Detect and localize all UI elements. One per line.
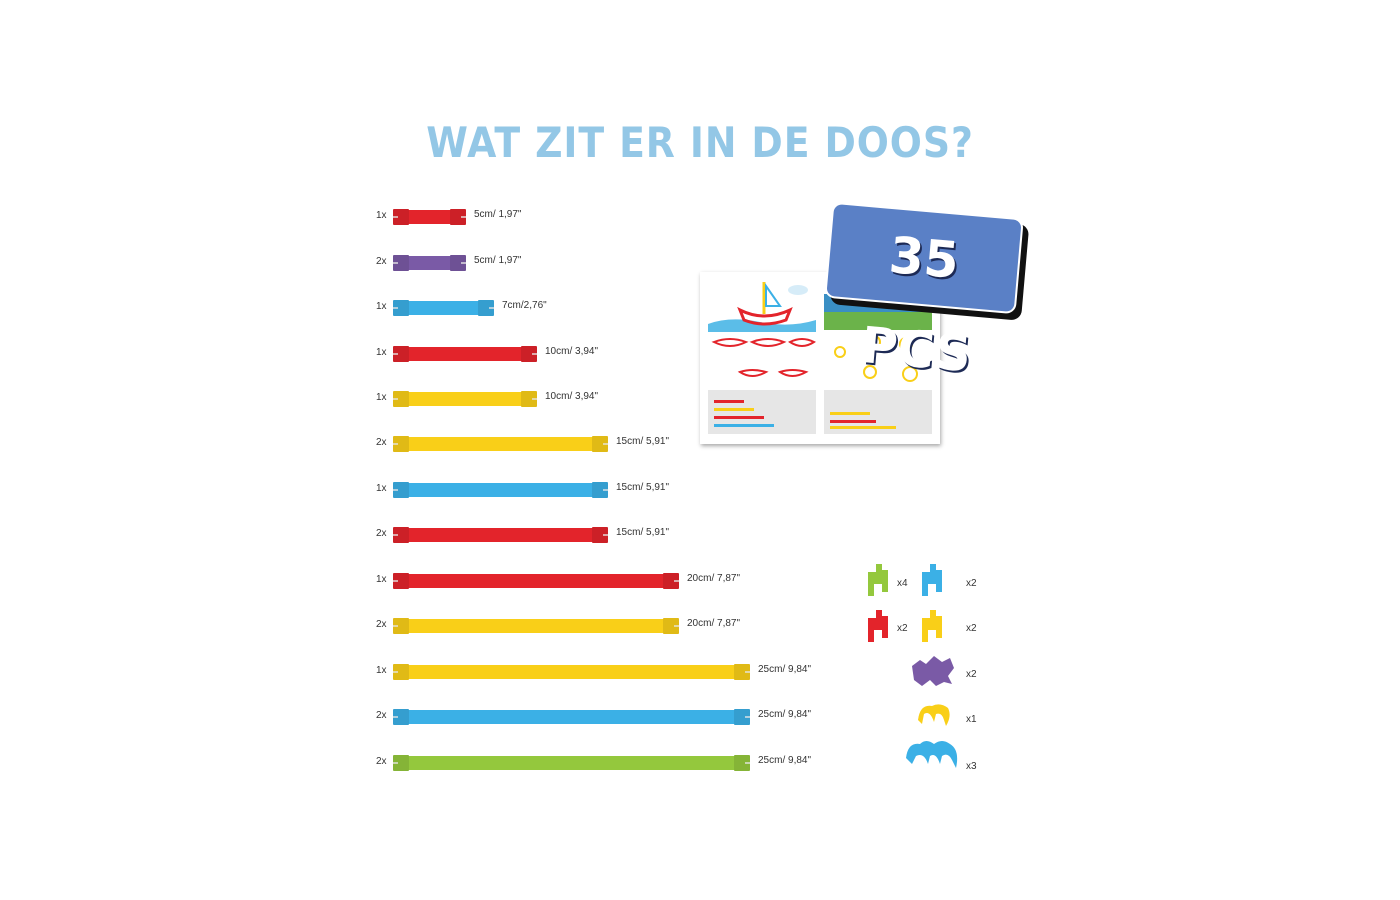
- rod-yellow: [393, 618, 679, 634]
- rod-length-label: 25cm/ 9,84": [758, 755, 812, 766]
- connector-shape: [868, 564, 888, 596]
- rod-end-cap: [393, 346, 409, 362]
- piece-count-badge: 35 PCS: [824, 201, 1024, 383]
- rod-end-cap: [521, 346, 537, 362]
- rod-length-label: 10cm/ 3,94": [545, 391, 599, 402]
- connector-shape: [918, 704, 950, 726]
- rod-end-cap: [734, 709, 750, 725]
- rod-end-cap: [393, 300, 409, 316]
- rod-end-cap: [450, 209, 466, 225]
- rod-quantity: 1x: [376, 301, 387, 312]
- rod-quantity: 2x: [376, 756, 387, 767]
- rod-purple: [393, 255, 466, 271]
- rod-length-label: 25cm/ 9,84": [758, 664, 812, 675]
- rod-end-cap: [478, 300, 494, 316]
- connector-shape: [912, 656, 954, 686]
- rod-length-label: 25cm/ 9,84": [758, 709, 812, 720]
- connector-shape: [906, 741, 958, 768]
- connector-quantity: x2: [966, 578, 977, 589]
- rod-length-label: 15cm/ 5,91": [616, 527, 670, 538]
- rod-quantity: 2x: [376, 710, 387, 721]
- page-title: WAT ZIT ER IN DE DOOS?: [426, 118, 974, 167]
- connector-quantity: x2: [897, 623, 908, 634]
- rod-length-label: 5cm/ 1,97": [474, 255, 522, 266]
- connector-corner-blue: [916, 562, 974, 607]
- connector-shape: [868, 610, 888, 642]
- connector-corner-green: [862, 562, 920, 607]
- rod-yellow: [393, 436, 608, 452]
- rod-yellow: [393, 391, 537, 407]
- rod-end-cap: [393, 482, 409, 498]
- rod-end-cap: [393, 618, 409, 634]
- rod-green: [393, 755, 750, 771]
- connector-shape: [922, 610, 942, 642]
- rod-end-cap: [393, 664, 409, 680]
- rod-quantity: 2x: [376, 437, 387, 448]
- rod-red: [393, 527, 608, 543]
- rod-quantity: 1x: [376, 210, 387, 221]
- connector-quantity: x4: [897, 578, 908, 589]
- rod-red: [393, 346, 537, 362]
- rod-end-cap: [450, 255, 466, 271]
- rod-end-cap: [663, 618, 679, 634]
- rod-length-label: 20cm/ 7,87": [687, 618, 741, 629]
- piece-count-text: 35 PCS: [858, 226, 974, 384]
- rod-quantity: 1x: [376, 392, 387, 403]
- connector-double-clip-yellow: [914, 700, 972, 745]
- connector-quantity: x2: [966, 623, 977, 634]
- rod-end-cap: [592, 482, 608, 498]
- connector-shape: [922, 564, 942, 596]
- connector-quantity: x2: [966, 669, 977, 680]
- rod-end-cap: [592, 527, 608, 543]
- rod-length-label: 5cm/ 1,97": [474, 209, 522, 220]
- connector-corner-yellow: [916, 608, 974, 653]
- rod-end-cap: [734, 664, 750, 680]
- rod-blue: [393, 482, 608, 498]
- connector-quantity: x1: [966, 714, 977, 725]
- rod-length-label: 15cm/ 5,91": [616, 436, 670, 447]
- rod-quantity: 2x: [376, 256, 387, 267]
- rod-quantity: 2x: [376, 619, 387, 630]
- rod-quantity: 1x: [376, 483, 387, 494]
- rod-end-cap: [393, 527, 409, 543]
- rod-quantity: 2x: [376, 528, 387, 539]
- rod-red: [393, 209, 466, 225]
- rod-end-cap: [393, 709, 409, 725]
- rod-end-cap: [393, 573, 409, 589]
- connector-corner-red: [862, 608, 920, 653]
- rod-blue: [393, 709, 750, 725]
- rod-end-cap: [393, 436, 409, 452]
- connector-cross-purple: [910, 652, 968, 697]
- rod-quantity: 1x: [376, 665, 387, 676]
- connector-quantity: x3: [966, 761, 977, 772]
- rod-length-label: 10cm/ 3,94": [545, 346, 599, 357]
- rod-length-label: 15cm/ 5,91": [616, 482, 670, 493]
- instruction-booklet-image: [700, 272, 940, 444]
- rod-blue: [393, 300, 494, 316]
- rod-end-cap: [521, 391, 537, 407]
- rod-end-cap: [734, 755, 750, 771]
- rod-red: [393, 573, 679, 589]
- rod-end-cap: [393, 391, 409, 407]
- rod-end-cap: [663, 573, 679, 589]
- rod-end-cap: [592, 436, 608, 452]
- rod-quantity: 1x: [376, 574, 387, 585]
- connector-triple-clip-blue: [904, 736, 962, 781]
- rod-end-cap: [393, 255, 409, 271]
- rod-end-cap: [393, 755, 409, 771]
- booklet-illustration: [708, 282, 932, 434]
- rod-length-label: 20cm/ 7,87": [687, 573, 741, 584]
- rod-yellow: [393, 664, 750, 680]
- rod-quantity: 1x: [376, 347, 387, 358]
- rod-end-cap: [393, 209, 409, 225]
- rod-length-label: 7cm/2,76": [502, 300, 547, 311]
